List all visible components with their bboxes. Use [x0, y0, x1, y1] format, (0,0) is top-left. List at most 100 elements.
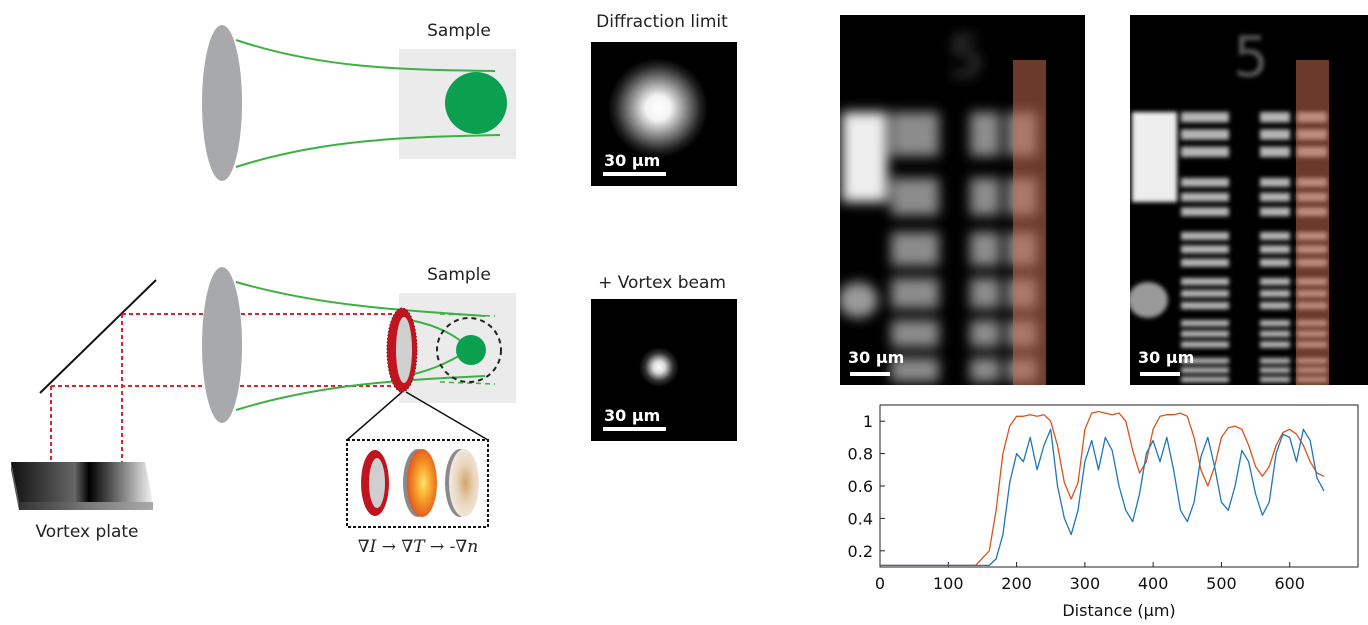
vortex-beam-title: + Vortex beam: [598, 273, 726, 293]
vortex-beam-image: + Vortex beam 30 µm: [591, 273, 737, 441]
profile-series-line-2: [880, 428, 1325, 567]
scalebar-bottom: [603, 427, 666, 431]
focusing-lens-bottom: [202, 267, 242, 423]
y-tick-label: 1: [863, 412, 873, 431]
target-bar: [1260, 278, 1290, 286]
target-bar: [1181, 341, 1229, 348]
target-bar: [891, 112, 939, 157]
target-bar: [970, 358, 1000, 382]
target-bar: [1181, 358, 1229, 364]
target-bar: [1260, 330, 1290, 338]
profile-band-right: [1296, 60, 1329, 385]
target-bar: [891, 358, 939, 382]
inset-box: [346, 439, 489, 528]
heat-disk: [407, 449, 437, 517]
vortex-ring-center: [396, 317, 412, 383]
group-number-right: 5: [1233, 25, 1269, 90]
focal-spot-large: [445, 72, 507, 134]
zoom-line-left: [346, 391, 403, 441]
focusing-lens: [202, 25, 242, 181]
target-bar: [1181, 178, 1229, 187]
target-bar: [891, 178, 939, 216]
target-bar: [1260, 320, 1290, 327]
scalebar-micrograph-left: [850, 372, 890, 376]
target-bar: [1181, 290, 1229, 298]
target-bar: [970, 178, 1000, 216]
scalebar-label-bottom: 30 µm: [604, 406, 660, 425]
scalebar-micrograph-right: [1140, 372, 1180, 376]
top-schematic: Sample: [202, 21, 516, 181]
index-disk: [449, 449, 479, 517]
target-bar: [1181, 192, 1229, 202]
target-bar: [1181, 258, 1229, 267]
target-bar: [1260, 129, 1290, 140]
vortex-plate-side: [19, 502, 153, 510]
target-square: [1132, 112, 1177, 202]
target-bar: [1181, 232, 1229, 240]
ring-intensity-disk-center: [369, 458, 385, 508]
target-bar: [1181, 376, 1229, 383]
target-bar: [1260, 245, 1290, 254]
target-bar: [1181, 207, 1229, 217]
group-number-left: 5: [948, 25, 984, 90]
diffraction-limit-title: Diffraction limit: [596, 12, 728, 32]
x-tick-label: 400: [1138, 574, 1169, 593]
y-tick-label: 0.8: [848, 445, 873, 464]
scalebar-label-micrograph-right: 30 µm: [1138, 348, 1194, 367]
target-bar: [1181, 302, 1229, 310]
target-bar: [1181, 245, 1229, 254]
focal-spot-small: [456, 335, 486, 365]
zoom-line-right: [405, 391, 489, 441]
x-tick-label: 300: [1070, 574, 1101, 593]
laser-path: [50, 313, 400, 462]
psf-spot-large: [608, 58, 708, 158]
x-tick-label: 0: [875, 574, 885, 593]
target-bar: [1260, 192, 1290, 202]
mirror: [39, 279, 157, 394]
y-tick-label: 0.2: [848, 542, 873, 561]
x-tick-label: 100: [933, 574, 964, 593]
scalebar-label-top: 30 µm: [604, 151, 660, 170]
target-bar: [1181, 278, 1229, 286]
target-blob: [1130, 282, 1168, 318]
axis-ticks: 0 100 200 300 400 500 600 0.2 0.4 0.6 0.8 1: [848, 412, 1305, 593]
y-tick-label: 0.4: [848, 509, 873, 528]
gradient-formula: ∇I → ∇T → -∇n: [358, 537, 478, 557]
series-lines: [880, 410, 1325, 567]
target-bar: [1260, 290, 1290, 298]
x-axis-label: Distance (µm): [1062, 601, 1175, 620]
target-square: [842, 112, 887, 202]
target-bar: [1260, 376, 1290, 383]
vortex-ring-texture: [386, 307, 418, 393]
target-bar: [970, 278, 1000, 309]
target-bar: [891, 320, 939, 348]
target-bar: [891, 278, 939, 309]
bottom-schematic: Sample ∇I → ∇T → -∇n Vortex plate: [11, 265, 516, 557]
target-bar: [1260, 178, 1290, 187]
target-bar: [1181, 367, 1229, 373]
x-tick-label: 200: [1001, 574, 1032, 593]
scalebar-top: [603, 172, 666, 176]
vortex-plate-top: [11, 462, 153, 502]
vortex-plate-label: Vortex plate: [35, 522, 138, 542]
target-bar: [1260, 232, 1290, 240]
profile-series-line-1: [880, 410, 1325, 567]
target-bar: [1181, 112, 1229, 123]
psf-spot-small: [639, 347, 679, 387]
profile-band-left: [1013, 60, 1046, 385]
scalebar-label-micrograph-left: 30 µm: [848, 348, 904, 367]
x-tick-label: 500: [1206, 574, 1237, 593]
sample-label-top: Sample: [427, 21, 491, 41]
micrograph-vortex: 5 30 µm: [1130, 15, 1368, 385]
target-bar: [1181, 146, 1229, 158]
target-blob: [840, 282, 878, 318]
target-bar: [1181, 330, 1229, 338]
target-bar: [1260, 302, 1290, 310]
target-bar: [970, 112, 1000, 157]
diffraction-limit-image: Diffraction limit 30 µm: [591, 12, 737, 186]
beam-lower-edge: [235, 134, 501, 168]
beam-upper-edge: [235, 39, 496, 72]
y-tick-label: 0.6: [848, 477, 873, 496]
line-profile-chart: 0 100 200 300 400 500 600 0.2 0.4 0.6 0.8 1 Distanc…: [848, 404, 1359, 620]
